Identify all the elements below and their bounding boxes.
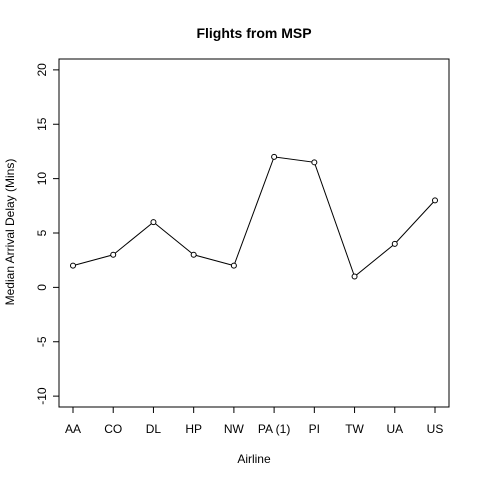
x-tick-label: AA	[65, 422, 81, 436]
x-tick-label: CO	[104, 422, 122, 436]
data-point-pi	[311, 159, 318, 166]
y-tick-label: 15	[35, 117, 49, 131]
chart-title: Flights from MSP	[196, 25, 311, 41]
x-tick-label: NW	[224, 422, 245, 436]
data-point-tw	[351, 273, 358, 280]
data-point-hp	[190, 251, 197, 258]
y-tick-label: -10	[35, 387, 49, 405]
x-axis-label: Airline	[237, 452, 271, 466]
x-tick-label: PA (1)	[258, 422, 290, 436]
x-tick-label: DL	[146, 422, 162, 436]
x-tick-label: PI	[309, 422, 320, 436]
x-tick-label: TW	[345, 422, 364, 436]
series-line	[72, 156, 436, 278]
y-axis: -10 -5 0 5 10 15 20	[35, 63, 59, 405]
y-tick-label: -5	[35, 336, 49, 347]
y-tick-label: 10	[35, 172, 49, 186]
data-point-us	[432, 197, 438, 204]
x-axis: AA CO DL HP NW PA (1) PI TW UA US	[65, 407, 443, 436]
data-point-dl	[150, 219, 157, 226]
series-line-group	[70, 153, 438, 280]
data-point-co	[110, 251, 117, 258]
x-tick-label: HP	[185, 422, 202, 436]
data-point-aa	[70, 262, 76, 269]
y-axis-label: Median Arrival Delay (Mins)	[3, 159, 17, 306]
y-tick-label: 5	[35, 229, 49, 236]
y-tick-label: 0	[35, 284, 49, 291]
data-point-nw	[230, 262, 237, 269]
x-tick-label: US	[427, 422, 444, 436]
x-tick-label: UA	[386, 422, 403, 436]
y-tick-label: 20	[35, 63, 49, 77]
data-point-ua	[391, 240, 398, 247]
data-point-pa-1	[271, 153, 278, 160]
